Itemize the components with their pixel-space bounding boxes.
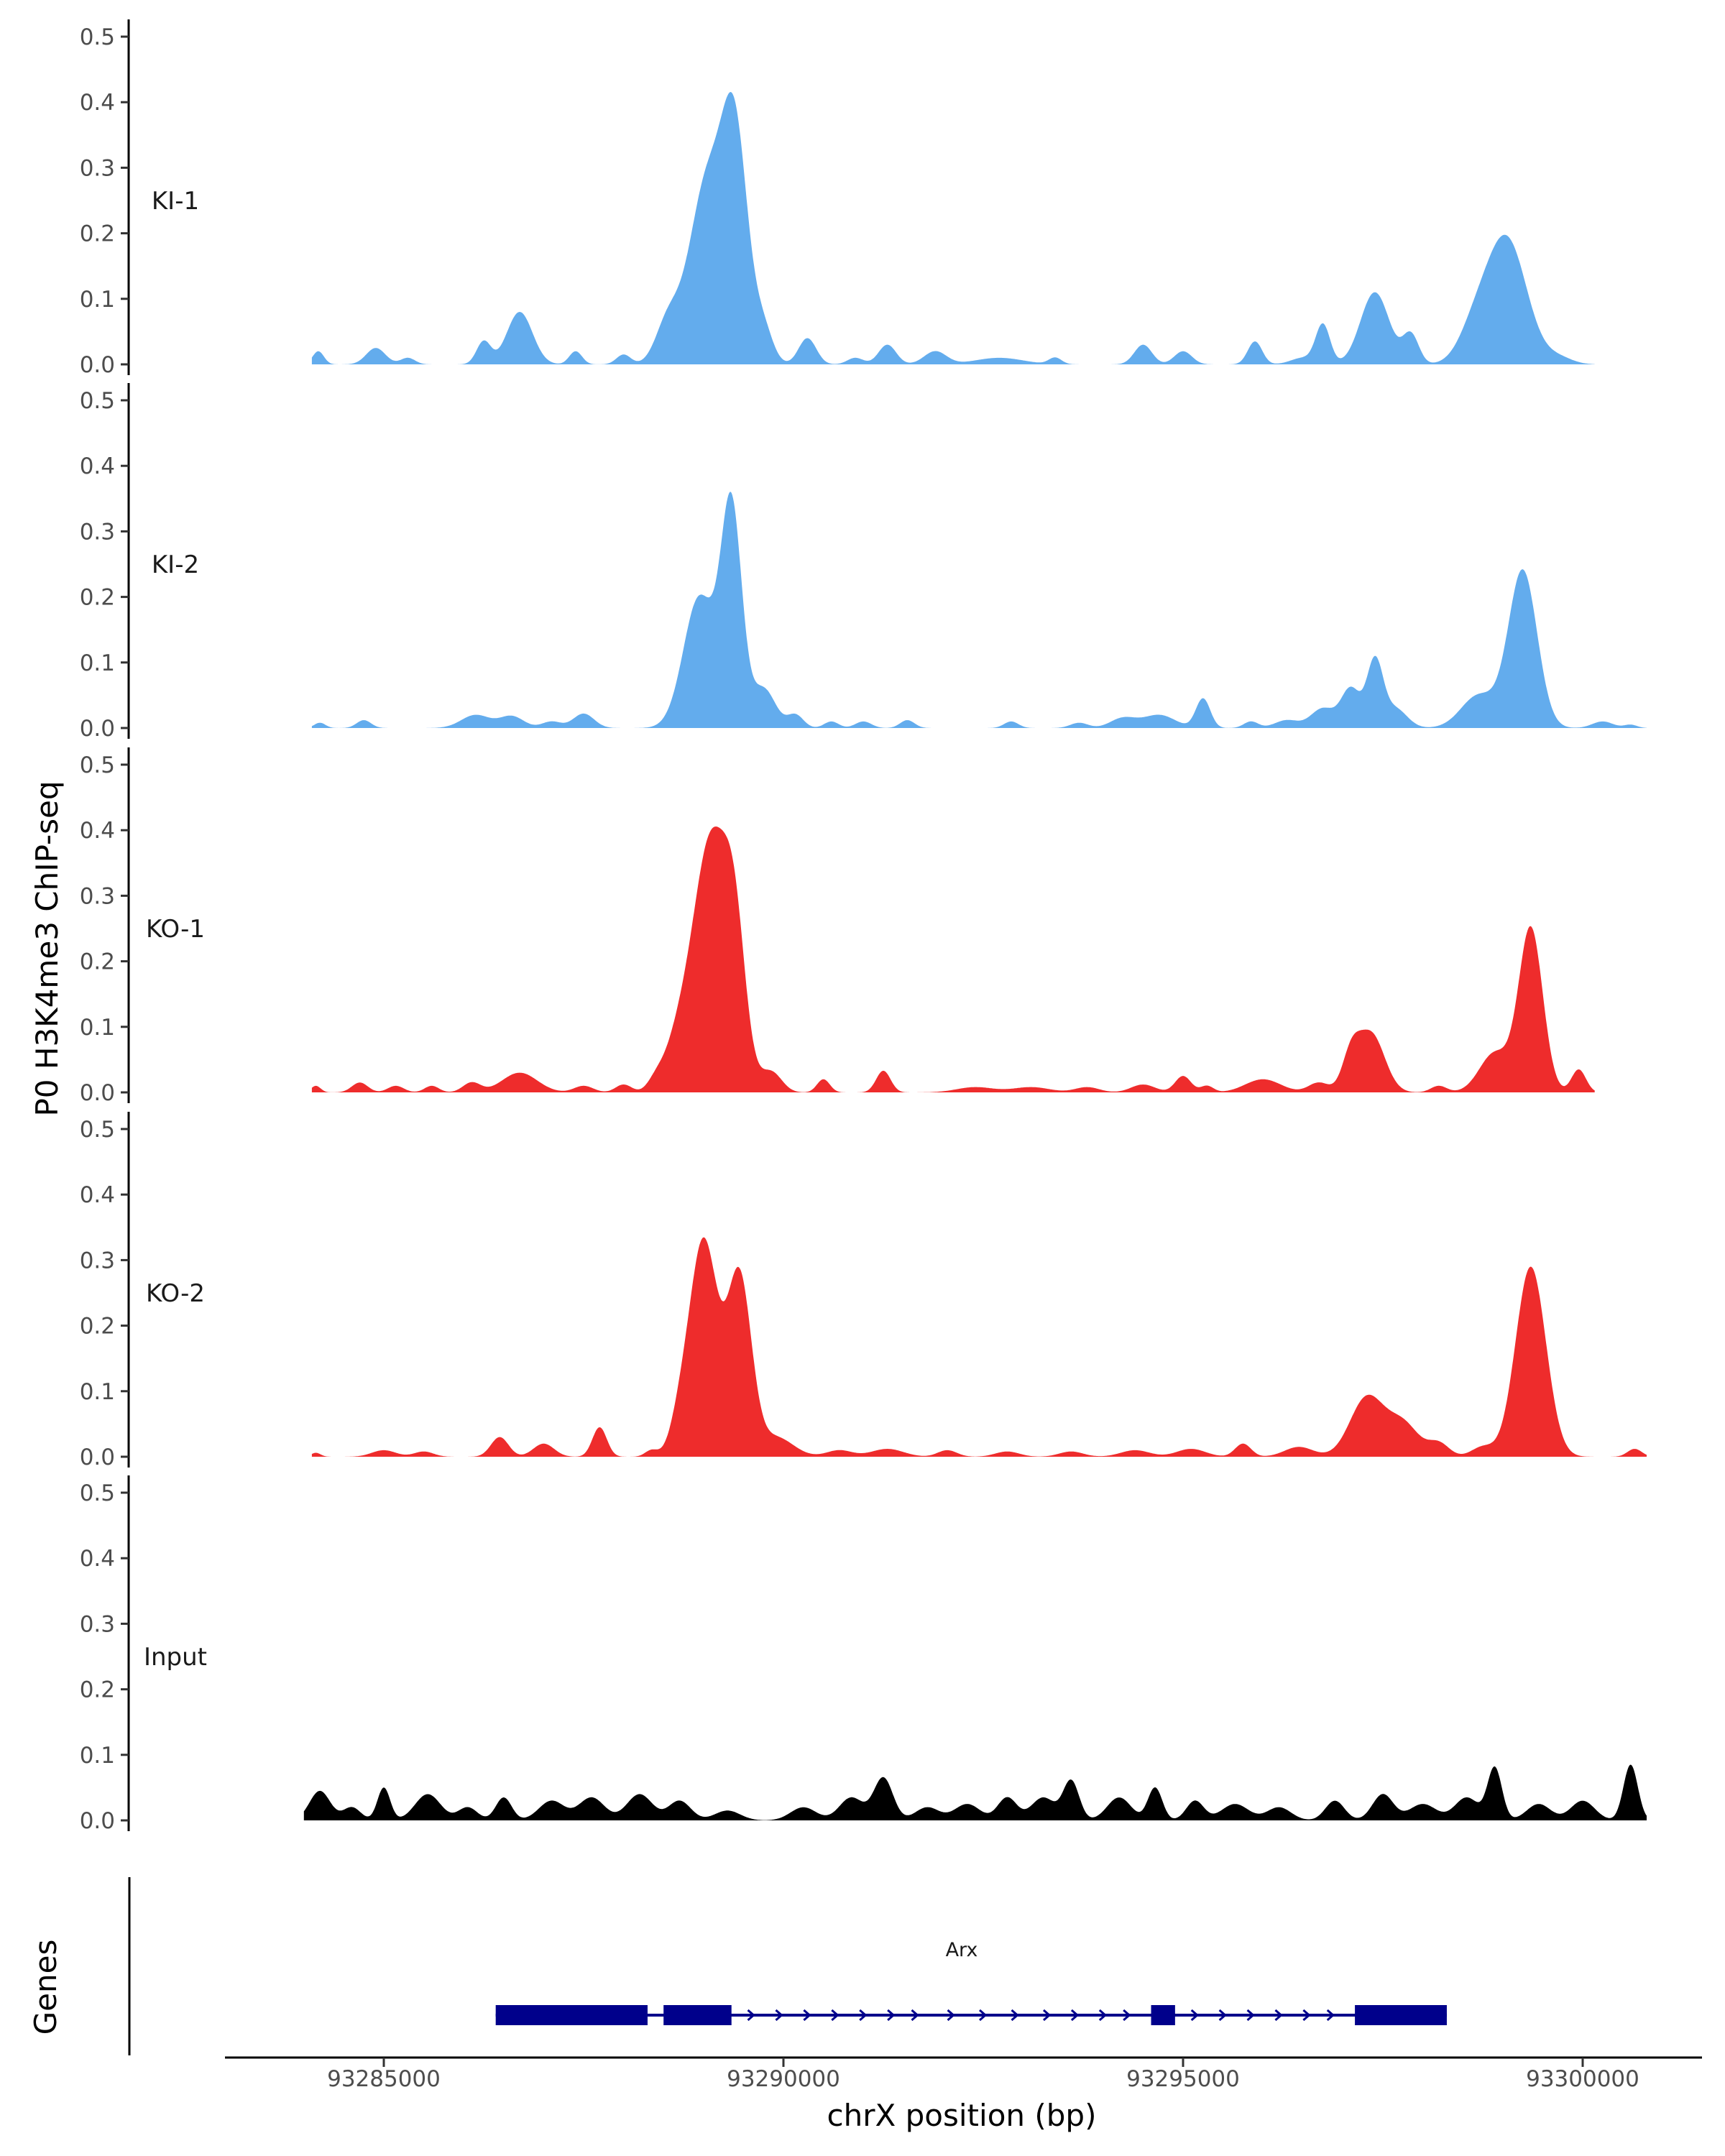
track-ki-2: 0.0 0.1 0.2 0.3 0.4 0.5 KI-2 [80, 383, 1647, 742]
y-tick-label: 0.3 [80, 155, 115, 181]
y-tick-label: 0.1 [80, 1015, 115, 1041]
x-tick-label: 93300000 [1526, 2066, 1639, 2092]
y-tick-label: 0.5 [80, 24, 115, 50]
x-axis-title: chrX position (bp) [827, 2098, 1097, 2133]
signal-area [311, 492, 1647, 728]
y-tick-label: 0.0 [80, 716, 115, 742]
y-tick-label: 0.2 [80, 1677, 115, 1703]
y-tick-label: 0.5 [80, 1480, 115, 1506]
strand-arrow [831, 2009, 840, 2022]
y-tick-label: 0.3 [80, 1248, 115, 1273]
track-label: KI-1 [152, 187, 199, 216]
y-tick-label: 0.3 [80, 1611, 115, 1637]
y-tick-label: 0.0 [80, 1808, 115, 1834]
track-input: 0.0 0.1 0.2 0.3 0.4 0.5 Input [80, 1475, 1647, 1834]
track-label: KO-1 [146, 915, 205, 944]
y-tick-label: 0.2 [80, 949, 115, 975]
x-tick-label: 93295000 [1126, 2066, 1240, 2092]
y-tick-label: 0.1 [80, 1743, 115, 1769]
x-axis: chrX position (bp) 93285000 93290000 93295… [225, 2056, 1702, 2133]
strand-arrow [803, 2009, 811, 2022]
strand-arrow [1042, 2009, 1052, 2022]
strand-arrow [979, 2009, 988, 2022]
strand-arrow [1011, 2009, 1019, 2022]
signal-area [303, 1764, 1647, 1820]
strand-arrow [859, 2009, 868, 2022]
genes-axis-title: Genes [28, 1940, 63, 2035]
strand-arrow [887, 2009, 896, 2022]
strand-arrow [1098, 2009, 1108, 2022]
y-axis-title: P0 H3K4me3 ChIP-seq [29, 780, 65, 1116]
track-label: KO-2 [146, 1279, 205, 1308]
y-tick-label: 0.3 [80, 883, 115, 909]
track-ko-1: 0.0 0.1 0.2 0.3 0.4 0.5 KO-1 [80, 747, 1595, 1106]
strand-arrow [947, 2009, 955, 2022]
y-tick-label: 0.4 [80, 90, 115, 116]
y-tick-label: 0.5 [80, 388, 115, 414]
signal-area [311, 1237, 1647, 1457]
y-tick-label: 0.3 [80, 519, 115, 545]
y-tick-label: 0.2 [80, 1314, 115, 1340]
y-tick-label: 0.1 [80, 287, 115, 313]
strand-arrow [747, 2009, 755, 2022]
strand-arrow [1190, 2009, 1199, 2022]
strand-arrow [911, 2009, 919, 2022]
strand-arrow [1123, 2009, 1131, 2022]
track-label: Input [144, 1643, 207, 1672]
strand-arrow [1218, 2009, 1227, 2022]
gene-exon [663, 2005, 732, 2025]
signal-area [311, 92, 1595, 364]
y-tick-label: 0.2 [80, 585, 115, 611]
y-tick-label: 0.4 [80, 1546, 115, 1572]
strand-arrow [1070, 2009, 1080, 2022]
y-tick-label: 0.1 [80, 650, 115, 676]
y-tick-label: 0.5 [80, 752, 115, 778]
gene-model [495, 2005, 1447, 2025]
x-tick-label: 93290000 [727, 2066, 840, 2092]
genes-layer: Genes Arx [28, 1877, 1447, 2055]
y-tick-label: 0.4 [80, 1182, 115, 1208]
y-tick-label: 0.2 [80, 221, 115, 247]
strand-arrow [1246, 2009, 1255, 2022]
y-tick-label: 0.0 [80, 352, 115, 378]
track-ko-2: 0.0 0.1 0.2 0.3 0.4 0.5 KO-2 [80, 1112, 1647, 1470]
gene-exon [495, 2005, 648, 2025]
signal-area [311, 826, 1595, 1092]
gene-exon [1151, 2005, 1175, 2025]
y-tick-label: 0.0 [80, 1445, 115, 1470]
strand-arrow [1274, 2009, 1283, 2022]
gene-name-label: Arx [946, 1939, 978, 1961]
y-tick-label: 0.4 [80, 818, 115, 844]
track-ki-1: 0.0 0.1 0.2 0.3 0.4 0.5 KI-1 [80, 19, 1595, 378]
gene-exon [1355, 2005, 1447, 2025]
strand-arrow [775, 2009, 783, 2022]
y-tick-label: 0.1 [80, 1379, 115, 1405]
strand-arrow [1326, 2009, 1335, 2022]
tracks-layer: 0.0 0.1 0.2 0.3 0.4 0.5 KI-1 0.0 0.1 0.2 0.3 0.4 0.5… [80, 19, 1647, 1834]
track-label: KI-2 [152, 550, 199, 579]
strand-arrow [1302, 2009, 1311, 2022]
y-tick-label: 0.4 [80, 453, 115, 479]
y-tick-label: 0.0 [80, 1080, 115, 1106]
y-tick-label: 0.5 [80, 1117, 115, 1143]
x-tick-label: 93285000 [327, 2066, 441, 2092]
